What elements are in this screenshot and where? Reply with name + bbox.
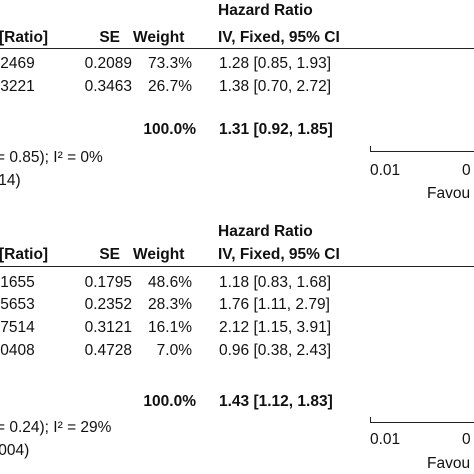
log-ratio-value: .1655	[0, 274, 35, 291]
x-tick-label-partial: 0	[462, 162, 471, 179]
ci-value: 0.96 [0.38, 2.43]	[219, 342, 332, 359]
heterogeneity-text: = 0.85); I² = 0%	[0, 149, 103, 166]
x-axis-line	[370, 151, 474, 152]
total-ci: 1.43 [1.12, 1.83]	[219, 393, 333, 410]
log-ratio-value: .5653	[0, 296, 35, 313]
weight-value: 16.1%	[148, 319, 192, 336]
favours-label: Favou	[427, 455, 471, 472]
header-rule	[0, 48, 474, 49]
se-value: 0.1795	[84, 274, 132, 291]
weight-value: 73.3%	[148, 55, 192, 72]
weight-value: 26.7%	[148, 78, 192, 95]
effect-method-header: IV, Fixed, 95% CI	[218, 246, 340, 263]
ci-value: 2.12 [1.15, 3.91]	[219, 319, 332, 336]
x-axis-line	[370, 422, 474, 423]
se-value: 0.4728	[84, 342, 132, 359]
weight-column-header: Weight	[133, 246, 185, 263]
ci-value: 1.28 [0.85, 1.93]	[219, 55, 332, 72]
x-tick-label: 0.01	[370, 162, 401, 179]
se-value: 0.3121	[84, 319, 132, 336]
ratio-column-header: [Ratio]	[0, 246, 49, 263]
log-ratio-value: .7514	[0, 319, 35, 336]
overall-effect-text: .004)	[0, 442, 30, 459]
x-axis-tick	[370, 417, 371, 423]
se-column-header: SE	[99, 246, 120, 263]
total-weight: 100.0%	[143, 121, 196, 138]
header-rule	[0, 266, 474, 267]
se-value: 0.3463	[84, 78, 132, 95]
total-ci: 1.31 [0.92, 1.85]	[219, 121, 333, 138]
overall-effect-text: .14)	[0, 172, 21, 189]
weight-value: 28.3%	[148, 296, 192, 313]
favours-label: Favou	[427, 185, 471, 202]
total-weight: 100.0%	[143, 393, 196, 410]
se-value: 0.2089	[84, 55, 132, 72]
weight-column-header: Weight	[133, 29, 185, 46]
x-tick-label: 0.01	[370, 431, 401, 448]
heterogeneity-text: = 0.24); I² = 29%	[0, 419, 112, 436]
log-ratio-value: .2469	[0, 55, 35, 72]
effect-method-header: IV, Fixed, 95% CI	[218, 29, 340, 46]
log-ratio-value: .3221	[0, 78, 35, 95]
x-axis-tick	[370, 146, 371, 152]
ci-value: 1.38 [0.70, 2.72]	[219, 78, 332, 95]
ratio-column-header: [Ratio]	[0, 29, 49, 46]
weight-value: 48.6%	[148, 274, 192, 291]
x-tick-label-partial: 0	[462, 431, 471, 448]
effect-title: Hazard Ratio	[218, 2, 313, 19]
se-value: 0.2352	[84, 296, 132, 313]
ci-value: 1.18 [0.83, 1.68]	[219, 274, 332, 291]
se-column-header: SE	[99, 29, 120, 46]
log-ratio-value: .0408	[0, 342, 35, 359]
weight-value: 7.0%	[156, 342, 192, 359]
ci-value: 1.76 [1.11, 2.79]	[219, 296, 330, 313]
effect-title: Hazard Ratio	[218, 223, 313, 240]
